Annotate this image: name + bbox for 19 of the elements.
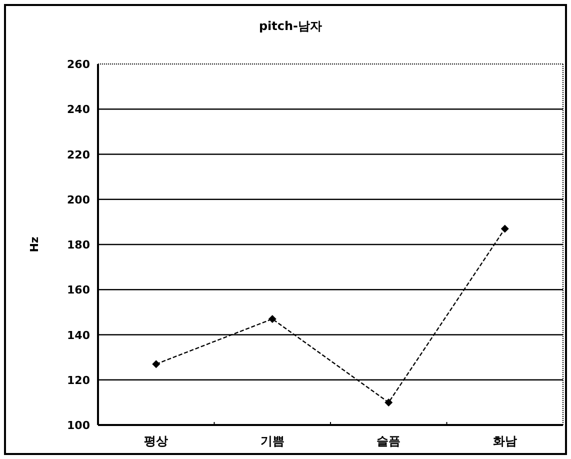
- y-tick-label: 120: [67, 374, 90, 387]
- point: [500, 224, 509, 233]
- y-tick-label: 160: [67, 284, 90, 297]
- point: [384, 398, 393, 406]
- y-tick-label: 180: [67, 238, 90, 252]
- y-tick-label: 220: [67, 148, 90, 162]
- y-axis-title: Hz: [28, 236, 41, 252]
- y-tick-label: 200: [67, 193, 90, 206]
- x-tick-label: 평상: [144, 434, 168, 448]
- x-tick-label: 화남: [492, 434, 517, 448]
- chart-title: pitch-남자: [258, 19, 322, 33]
- x-tick-label: 슬픔: [376, 434, 401, 448]
- point: [152, 360, 160, 368]
- y-tick-label: 260: [67, 58, 90, 71]
- y-tick-label: 100: [67, 419, 90, 432]
- x-tick-label: 기쁨: [260, 434, 284, 448]
- point: [268, 314, 276, 323]
- y-tick-label: 140: [67, 328, 90, 342]
- y-tick-label: 240: [67, 103, 90, 116]
